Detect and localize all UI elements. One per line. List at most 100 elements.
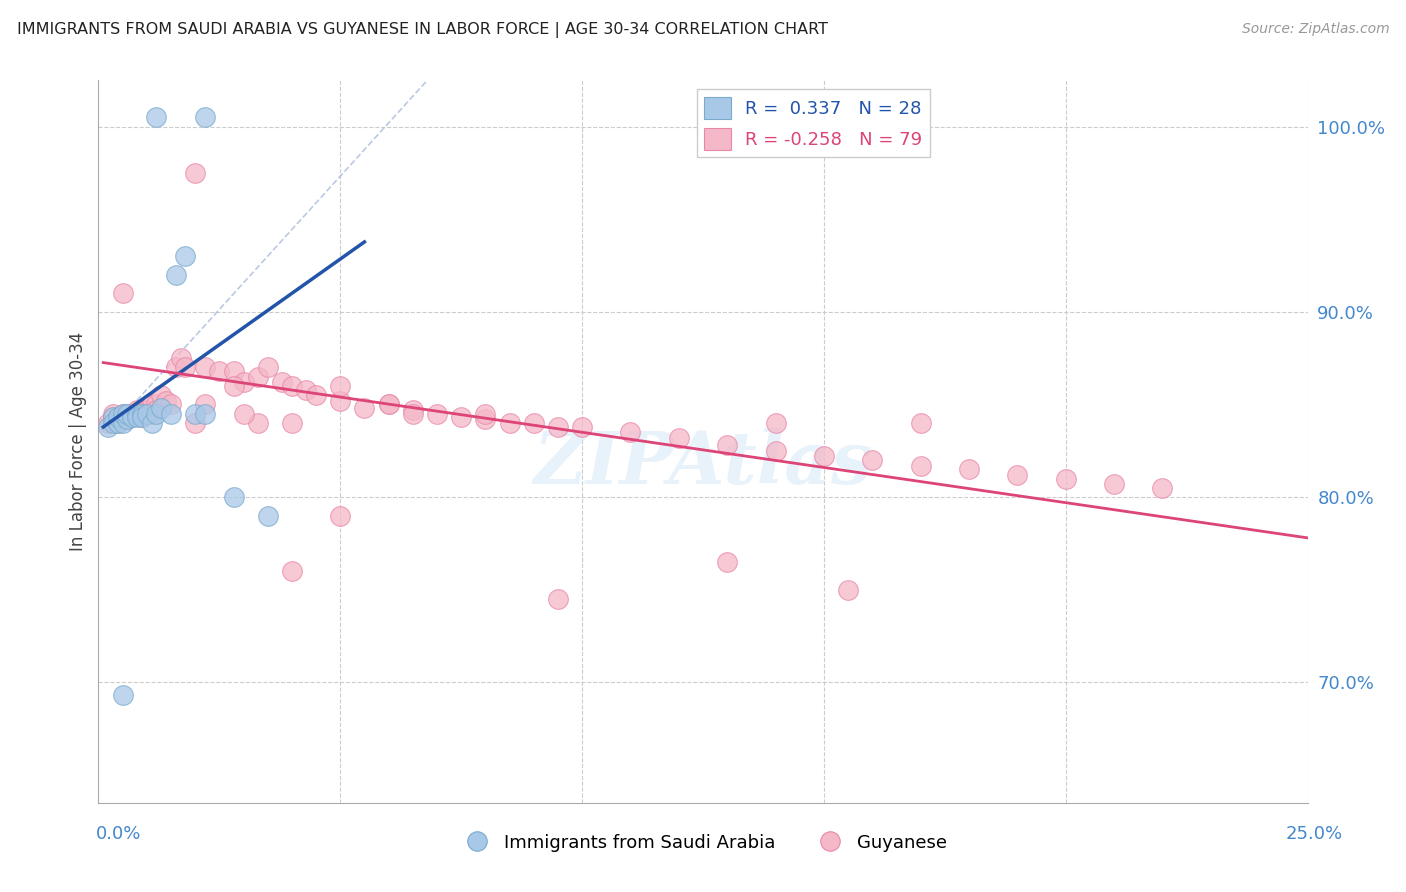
Point <box>765 443 787 458</box>
Point <box>222 379 245 393</box>
Point <box>111 689 134 703</box>
Point <box>957 462 980 476</box>
Point <box>101 407 124 421</box>
Point <box>97 416 120 430</box>
Point <box>232 376 254 390</box>
Point <box>765 416 787 430</box>
Point <box>127 403 149 417</box>
Point <box>150 401 173 416</box>
Point <box>208 364 231 378</box>
Point <box>547 592 569 607</box>
Point <box>329 508 352 523</box>
Point <box>174 360 197 375</box>
Point <box>145 407 167 421</box>
Point <box>145 403 167 417</box>
Point <box>107 410 129 425</box>
Text: IMMIGRANTS FROM SAUDI ARABIA VS GUYANESE IN LABOR FORCE | AGE 30-34 CORRELATION : IMMIGRANTS FROM SAUDI ARABIA VS GUYANESE… <box>17 22 828 38</box>
Point <box>619 425 641 440</box>
Point <box>837 582 859 597</box>
Point <box>121 407 143 421</box>
Point <box>141 397 163 411</box>
Point <box>813 450 835 464</box>
Point <box>111 416 134 430</box>
Point <box>111 407 134 421</box>
Point <box>295 383 318 397</box>
Point <box>329 379 352 393</box>
Point <box>256 508 278 523</box>
Point <box>402 403 425 417</box>
Point <box>1152 481 1174 495</box>
Point <box>353 401 375 416</box>
Point <box>141 407 163 421</box>
Point <box>305 388 328 402</box>
Point <box>1102 477 1125 491</box>
Point <box>131 407 153 421</box>
Point <box>145 397 167 411</box>
Point <box>101 410 124 425</box>
Point <box>426 407 449 421</box>
Point <box>222 490 245 504</box>
Point <box>145 111 167 125</box>
Point <box>101 416 124 430</box>
Point <box>127 407 149 421</box>
Y-axis label: In Labor Force | Age 30-34: In Labor Force | Age 30-34 <box>69 332 87 551</box>
Point <box>910 416 932 430</box>
Point <box>97 419 120 434</box>
Point <box>155 393 177 408</box>
Point <box>135 407 157 421</box>
Point <box>107 416 129 430</box>
Point <box>194 407 217 421</box>
Point <box>117 407 139 421</box>
Point <box>174 249 197 263</box>
Text: ZIPAtlas: ZIPAtlas <box>534 428 872 499</box>
Point <box>281 416 304 430</box>
Point <box>117 412 139 426</box>
Point <box>117 412 139 426</box>
Point <box>281 564 304 578</box>
Point <box>222 364 245 378</box>
Point <box>184 407 207 421</box>
Point <box>184 416 207 430</box>
Point <box>860 453 883 467</box>
Text: 0.0%: 0.0% <box>96 825 141 843</box>
Point <box>232 407 254 421</box>
Point <box>281 379 304 393</box>
Point <box>377 397 399 411</box>
Point <box>271 376 294 390</box>
Point <box>1054 472 1077 486</box>
Point <box>165 268 187 282</box>
Point <box>910 458 932 473</box>
Point <box>111 412 134 426</box>
Point <box>135 407 157 421</box>
Point <box>135 403 157 417</box>
Point <box>184 166 207 180</box>
Point <box>377 397 399 411</box>
Point <box>121 410 143 425</box>
Point <box>450 410 472 425</box>
Point <box>107 410 129 425</box>
Point <box>121 410 143 425</box>
Point <box>131 410 153 425</box>
Point <box>402 407 425 421</box>
Point <box>256 360 278 375</box>
Point <box>111 286 134 301</box>
Point <box>194 397 217 411</box>
Point <box>716 438 738 452</box>
Point <box>329 393 352 408</box>
Point <box>127 410 149 425</box>
Point <box>1007 467 1029 482</box>
Point <box>571 419 593 434</box>
Point <box>247 416 270 430</box>
Point <box>160 397 183 411</box>
Point <box>131 403 153 417</box>
Point <box>127 407 149 421</box>
Point <box>117 407 139 421</box>
Text: 25.0%: 25.0% <box>1285 825 1343 843</box>
Point <box>101 410 124 425</box>
Text: Source: ZipAtlas.com: Source: ZipAtlas.com <box>1241 22 1389 37</box>
Point <box>194 111 217 125</box>
Point <box>523 416 546 430</box>
Point <box>165 360 187 375</box>
Point <box>247 369 270 384</box>
Point <box>474 407 496 421</box>
